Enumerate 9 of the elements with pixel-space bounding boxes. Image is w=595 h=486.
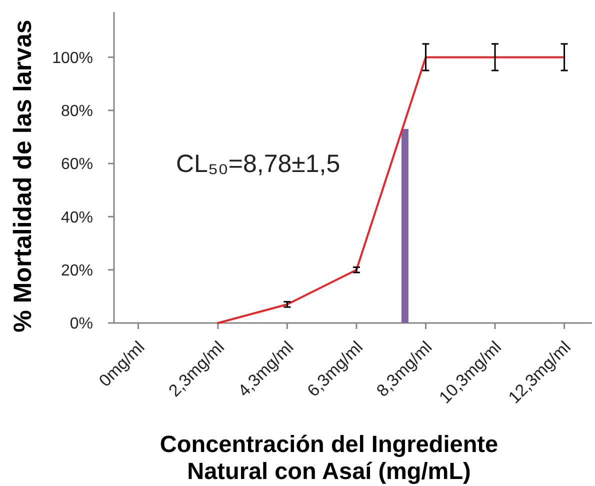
y-tick-label: 0% xyxy=(70,316,93,333)
x-axis-title: Concentración del Ingrediente Natural con Asaí (mg/mL) xyxy=(160,431,498,484)
y-tick-label: 20% xyxy=(60,262,93,280)
y-tick-label: 60% xyxy=(60,156,93,174)
y-tick-label: 100% xyxy=(52,50,93,67)
y-tick-label: 80% xyxy=(60,102,93,120)
y-axis-title: % Mortalidad de las larvas xyxy=(9,20,37,332)
y-tick-label: 40% xyxy=(60,209,93,226)
annotation: CL₅₀=8,78±1,5 xyxy=(176,150,340,178)
